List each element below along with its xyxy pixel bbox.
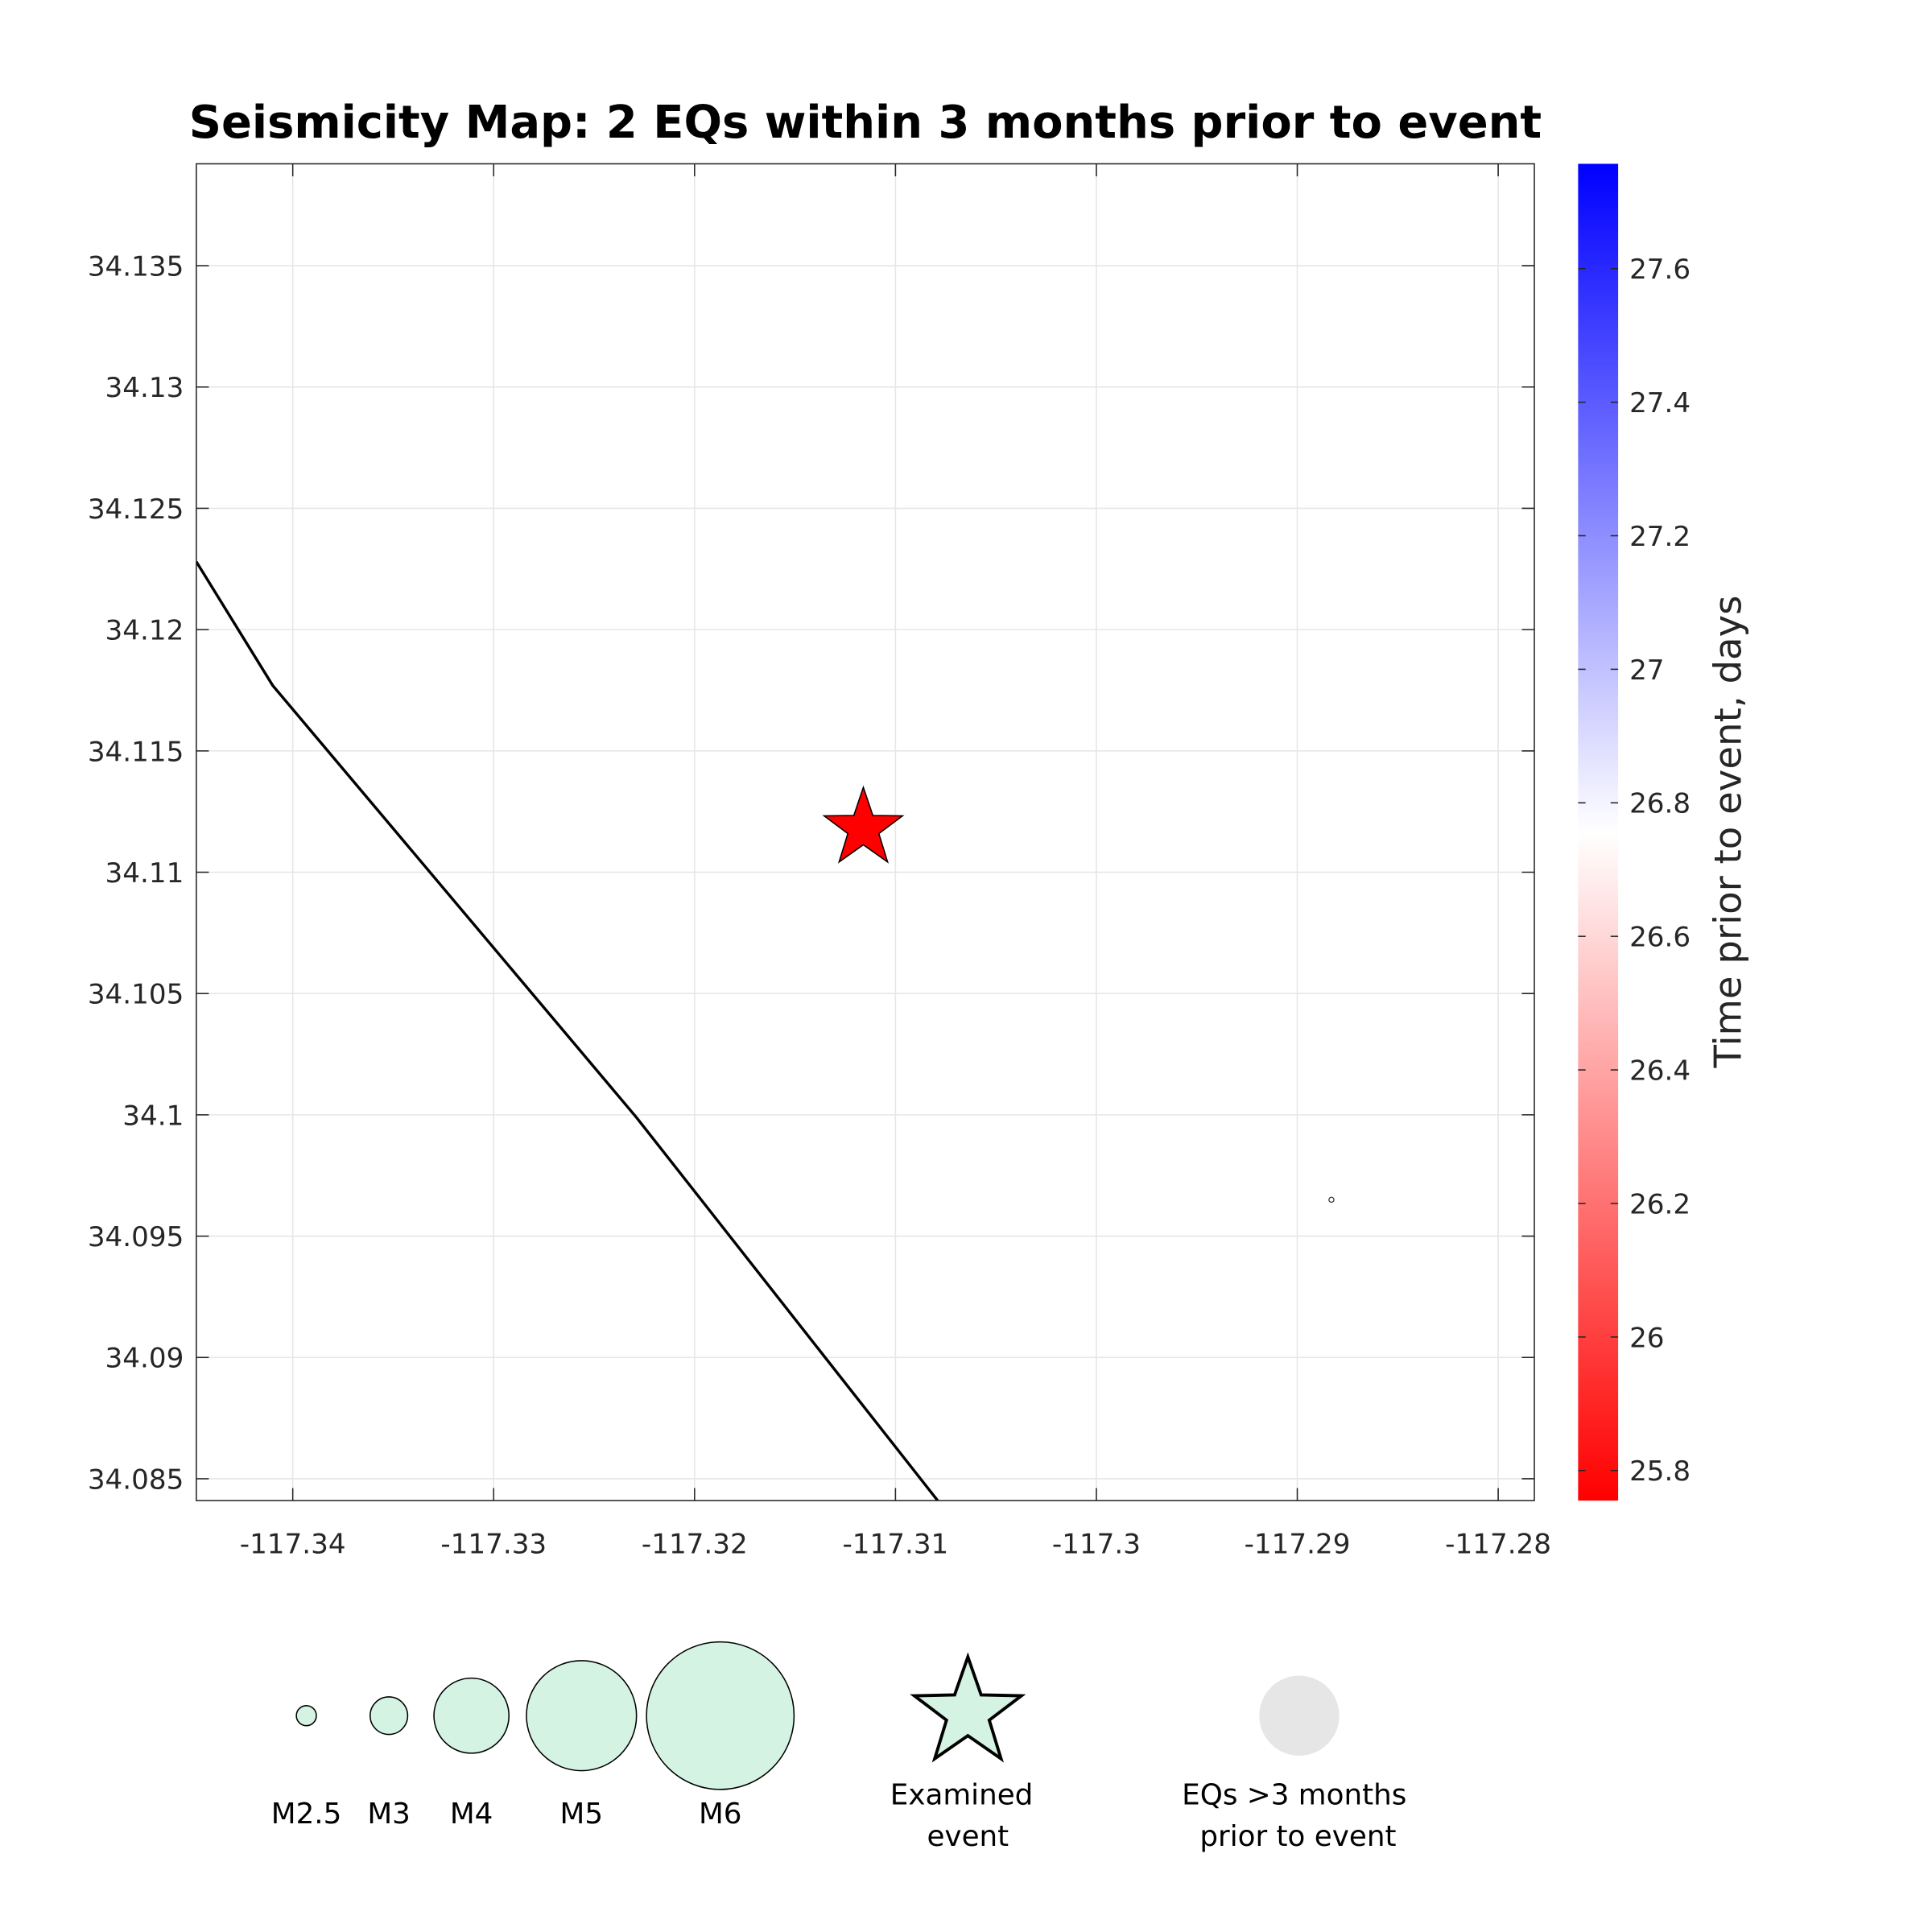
y-tick-label: 34.11 [105, 857, 184, 890]
legend-examined-label: Examined [890, 1779, 1034, 1812]
colorbar-tick-label: 26 [1629, 1322, 1664, 1354]
colorbar-tick-label: 26.6 [1629, 922, 1690, 954]
y-tick-label: 34.085 [88, 1463, 184, 1496]
legend-older-label: prior to event [1199, 1820, 1396, 1853]
legend-size-label: M3 [367, 1798, 411, 1831]
legend-size-circle [295, 1705, 317, 1727]
x-tick-label: -117.34 [240, 1528, 346, 1560]
legend-size-label: M5 [560, 1798, 604, 1831]
y-tick-label: 34.115 [88, 736, 184, 768]
y-tick-label: 34.12 [105, 615, 184, 647]
y-tick-label: 34.13 [105, 372, 184, 404]
legend-size-label: M6 [699, 1798, 742, 1831]
x-tick-label: -117.3 [1052, 1528, 1141, 1560]
x-tick-label: -117.33 [440, 1528, 547, 1560]
colorbar-label: Time prior to event, days [1706, 596, 1749, 1069]
legend-size-circle [369, 1696, 409, 1736]
y-tick-label: 34.09 [105, 1343, 184, 1375]
y-tick-label: 34.135 [88, 251, 184, 283]
legend-older-eq-circle [1259, 1675, 1340, 1756]
x-tick-label: -117.32 [642, 1528, 748, 1560]
legend-size-label: M2.5 [271, 1798, 342, 1831]
x-tick-label: -117.31 [842, 1528, 948, 1560]
y-tick-label: 34.125 [88, 493, 184, 526]
examined-event-star [822, 785, 905, 864]
colorbar-tick-label: 26.2 [1629, 1188, 1690, 1220]
chart-title: Seismicity Map: 2 EQs within 3 months pr… [189, 97, 1542, 149]
legend-size-circle [646, 1641, 795, 1790]
legend-size-circle [433, 1677, 510, 1754]
x-tick-label: -117.29 [1245, 1528, 1351, 1560]
y-tick-label: 34.105 [88, 979, 184, 1011]
legend-size-label: M4 [450, 1798, 493, 1831]
colorbar [1578, 163, 1619, 1501]
legend-older-label: EQs >3 months [1182, 1779, 1406, 1812]
legend-star-icon [910, 1652, 1026, 1763]
earthquake-point [1328, 1196, 1335, 1203]
colorbar-tick-label: 27.4 [1629, 387, 1690, 419]
colorbar-tick-label: 27.6 [1629, 254, 1690, 286]
colorbar-tick-label: 25.8 [1629, 1455, 1690, 1488]
plot-frame [196, 163, 1535, 1501]
fault-line [196, 560, 939, 1501]
y-tick-label: 34.095 [88, 1221, 184, 1253]
colorbar-tick-label: 27 [1629, 654, 1664, 687]
colorbar-tick-label: 27.2 [1629, 521, 1690, 553]
legend-size-circle [526, 1660, 638, 1772]
legend-examined-label: event [927, 1820, 1009, 1853]
y-tick-label: 34.1 [122, 1100, 184, 1132]
colorbar-tick-label: 26.8 [1629, 788, 1690, 820]
colorbar-tick-label: 26.4 [1629, 1055, 1690, 1088]
x-tick-label: -117.28 [1445, 1528, 1551, 1560]
